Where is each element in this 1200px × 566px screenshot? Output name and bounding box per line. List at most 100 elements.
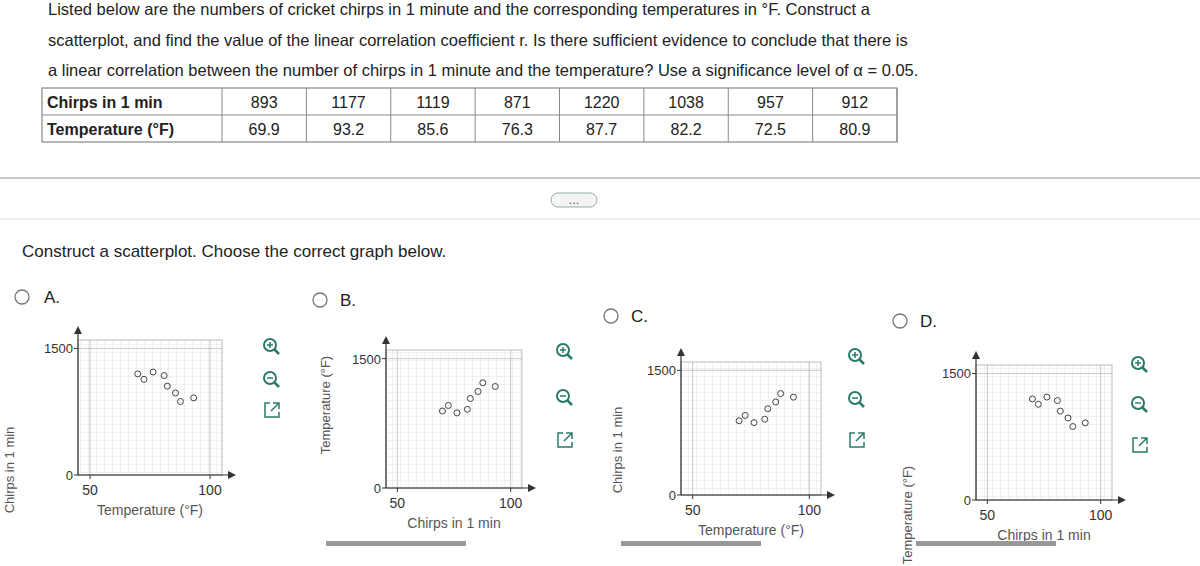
table-cell: 1038: [668, 94, 704, 111]
x-axis-arrow: [528, 484, 536, 492]
x-axis-label: Chirps in 1 min: [997, 527, 1090, 543]
y-tick-label: 1500: [352, 352, 381, 367]
icon-minus: [560, 395, 566, 397]
point: [778, 391, 784, 397]
y-axis: [385, 340, 386, 488]
zoom-out-icon[interactable]: [264, 372, 279, 387]
point: [135, 371, 141, 377]
x-tick: [692, 495, 693, 499]
icon-handle: [568, 355, 573, 360]
prompt: Construct a scatterplot. Choose the corr…: [22, 242, 446, 261]
table-cell: 82.2: [670, 121, 701, 138]
y-axis-label: Temperature (°F): [318, 356, 333, 454]
x-axis-label: Temperature (°F): [97, 502, 203, 518]
zoom-out-icon[interactable]: [557, 390, 572, 405]
y-tick-label: 1500: [942, 366, 971, 381]
grid-line-x: [987, 365, 988, 500]
scroll-bar: [326, 541, 466, 546]
table-col-divider: [390, 88, 391, 142]
radio-button[interactable]: [15, 290, 29, 304]
icon-lens: [1132, 397, 1144, 409]
x-tick: [987, 500, 988, 504]
table-col-divider: [812, 88, 813, 142]
point: [1082, 420, 1088, 426]
x-tick: [397, 488, 398, 492]
expand-icon[interactable]: [1133, 438, 1147, 452]
y-tick: [74, 348, 78, 349]
x-axis-arrow: [827, 491, 835, 499]
x-tick-label: 100: [499, 495, 523, 511]
icon-lens: [849, 392, 861, 404]
plot-grid: [681, 362, 821, 495]
option-0: A.5010001500Temperature (°F)Chirps in 1 …: [2, 288, 279, 518]
table-row-divider: [42, 115, 897, 116]
zoom-in-icon[interactable]: [557, 344, 572, 359]
icon-arrow: [1139, 438, 1147, 446]
grid-line-y: [386, 358, 522, 359]
radio-button[interactable]: [313, 293, 327, 307]
x-tick-label: 100: [1089, 507, 1113, 523]
y-axis: [680, 352, 681, 495]
icon-plus: [852, 352, 858, 358]
grid-line-x: [809, 362, 810, 495]
plot-frame: [976, 365, 1112, 500]
table-col-divider: [306, 88, 307, 142]
y-axis-arrow: [382, 336, 390, 344]
radio-button[interactable]: [604, 309, 618, 323]
y-tick: [972, 500, 976, 501]
zoom-out-icon[interactable]: [1132, 397, 1147, 412]
x-tick: [1100, 500, 1101, 504]
expand-icon[interactable]: [265, 403, 279, 417]
page: Listed below are the numbers of cricket …: [0, 0, 1200, 566]
x-axis: [976, 499, 1122, 500]
x-tick: [90, 475, 91, 479]
plot-grid: [386, 350, 522, 488]
point: [790, 394, 796, 400]
point: [161, 373, 167, 379]
y-tick-label: 1500: [44, 341, 73, 356]
expand-icon[interactable]: [558, 433, 572, 447]
y-tick: [74, 475, 78, 476]
table-cell: 69.9: [249, 121, 280, 138]
zoom-in-icon[interactable]: [1132, 357, 1147, 372]
x-tick-label: 100: [798, 502, 822, 518]
x-tick: [510, 488, 511, 492]
table-col-divider: [643, 88, 644, 142]
plot-grid: [78, 340, 222, 475]
icon-handle: [1143, 408, 1148, 413]
table-cell: 1220: [584, 94, 620, 111]
y-tick-label: 0: [669, 488, 676, 503]
point: [1035, 401, 1041, 407]
point: [439, 408, 445, 414]
icon-handle: [275, 383, 280, 388]
table-col-divider: [728, 88, 729, 142]
separator: [0, 219, 1200, 220]
icon-handle: [275, 350, 280, 355]
points: [439, 380, 498, 416]
point: [736, 418, 742, 424]
table-col-divider: [475, 88, 476, 142]
zoom-in-icon[interactable]: [264, 339, 279, 354]
plot-frame: [78, 340, 222, 475]
table-cell: 1119: [416, 94, 449, 111]
points: [736, 391, 796, 426]
zoom-out-icon[interactable]: [849, 392, 864, 407]
icon-plus: [1135, 360, 1141, 366]
y-axis-arrow: [972, 351, 980, 359]
point: [454, 410, 460, 416]
grid-line-x: [692, 362, 693, 495]
radio-button[interactable]: [893, 314, 907, 328]
icon-plus: [267, 342, 273, 348]
expand-icon[interactable]: [850, 433, 864, 447]
x-axis: [386, 487, 532, 488]
plot-frame: [386, 350, 522, 488]
icon-arrow: [856, 433, 864, 441]
table-cell: 957: [757, 94, 784, 111]
icon-handle: [860, 360, 865, 365]
y-tick-label: 0: [66, 468, 73, 483]
icon-lens: [557, 344, 569, 356]
zoom-in-icon[interactable]: [849, 349, 864, 364]
more-button[interactable]: ...: [551, 192, 597, 207]
table-cell: 76.3: [502, 121, 533, 138]
table-col-divider: [222, 88, 223, 142]
